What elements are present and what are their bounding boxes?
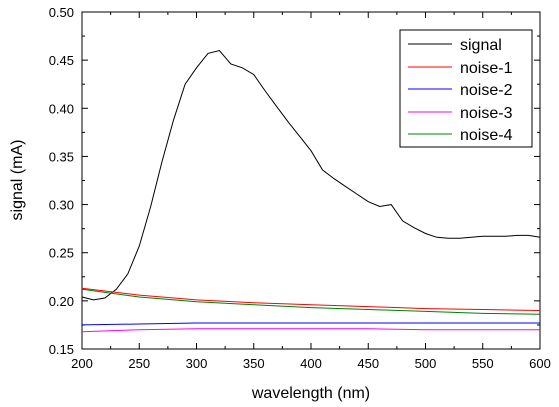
x-tick-label: 300 [186,356,208,371]
y-tick-label: 0.50 [49,5,74,20]
y-tick-label: 0.35 [49,149,74,164]
legend: signal noise-1 noise-2 noise-3 noise-4 [399,29,533,148]
series-line-signal [81,49,541,301]
y-axis-title: signal (mA) [9,140,26,221]
x-tick-label: 500 [415,356,437,371]
x-tick-label: 550 [472,356,494,371]
x-tick-label: 350 [243,356,265,371]
series-line-noise-3 [81,328,540,333]
series-line-noise-1 [81,287,541,311]
series-line-noise-2 [81,322,540,326]
legend-label: noise-2 [460,82,513,99]
legend-label: noise-1 [460,60,513,77]
series-line-noise-4 [81,288,541,315]
legend-label: noise-4 [460,127,513,144]
y-tick-label: 0.45 [49,53,74,68]
y-tick-label: 0.40 [49,101,74,116]
y-tick-label: 0.15 [49,342,74,357]
x-tick-label: 250 [128,356,150,371]
x-tick-label: 200 [71,356,93,371]
y-tick-label: 0.25 [49,246,74,261]
y-tick-label: 0.30 [49,198,74,213]
x-tick-label: 600 [529,356,551,371]
legend-label: noise-3 [460,105,513,122]
x-tick-label: 450 [357,356,379,371]
axis-tick-labels: 200 250 300 350 400 450 500 550 600 0.15 0.20 0.25 0… [49,5,551,371]
legend-label: signal [460,37,502,54]
y-tick-label: 0.20 [49,294,74,309]
x-axis-title: wavelength (nm) [251,385,370,402]
x-tick-label: 400 [300,356,322,371]
series-layer [81,49,541,333]
